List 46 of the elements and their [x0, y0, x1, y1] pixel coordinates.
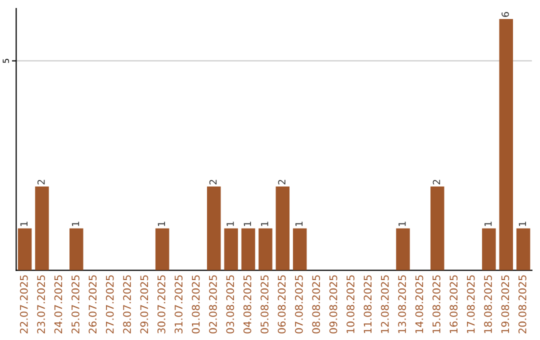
x-tick-label: 16.08.2025 — [450, 275, 458, 333]
x-tick-label: 26.07.2025 — [88, 275, 97, 334]
data-label: 1 — [244, 222, 251, 226]
x-tick-label: 25.07.2025 — [72, 275, 80, 334]
data-label: 1 — [518, 222, 526, 226]
data-label: 2 — [37, 180, 45, 184]
x-tick-label: 28.07.2025 — [123, 275, 131, 334]
x-tick-label: 13.08.2025 — [398, 275, 406, 333]
x-tick-label: 17.08.2025 — [466, 275, 475, 333]
x-tick-label: 08.08.2025 — [312, 275, 320, 334]
x-tick-label: 03.08.2025 — [226, 275, 234, 334]
x-tick-label: 23.07.2025 — [37, 275, 46, 334]
y-tick-label: 5 — [2, 58, 10, 63]
data-label: 2 — [278, 180, 286, 184]
x-tick-label: 07.08.2025 — [294, 275, 303, 334]
x-tick-label: 10.08.2025 — [346, 275, 354, 333]
data-label: 1 — [295, 222, 303, 226]
x-tick-label: 06.08.2025 — [278, 275, 286, 334]
x-tick-label: 02.08.2025 — [209, 275, 217, 334]
x-tick-label: 11.08.2025 — [364, 275, 372, 333]
data-label: 2 — [432, 180, 440, 184]
data-label: 1 — [484, 222, 492, 226]
x-tick-label: 14.08.2025 — [415, 275, 424, 333]
x-tick-label: 31.07.2025 — [174, 275, 183, 334]
data-label: 6 — [502, 12, 509, 17]
data-label: 1 — [398, 222, 406, 226]
data-label: 1 — [72, 222, 80, 226]
x-tick-label: 27.07.2025 — [106, 275, 114, 334]
x-tick-label: 24.07.2025 — [54, 275, 62, 334]
x-tick-label: 22.07.2025 — [20, 275, 28, 334]
x-tick-label: 20.08.2025 — [518, 275, 526, 334]
x-tick-label: 12.08.2025 — [380, 275, 389, 333]
data-label: 2 — [209, 180, 217, 184]
data-label: 1 — [261, 222, 268, 226]
x-tick-label: 04.08.2025 — [243, 275, 252, 334]
x-tick-label: 19.08.2025 — [501, 275, 510, 333]
x-tick-label: 30.07.2025 — [157, 275, 166, 334]
data-label: 1 — [20, 222, 28, 226]
x-tick-label: 18.08.2025 — [484, 275, 492, 333]
x-tick-label: 05.08.2025 — [260, 275, 268, 334]
x-tick-label: 29.07.2025 — [140, 275, 148, 334]
data-label: 1 — [158, 222, 165, 226]
x-tick-label: 09.08.2025 — [329, 275, 338, 334]
data-label: 1 — [226, 222, 234, 226]
x-tick-label: 01.08.2025 — [192, 275, 200, 334]
x-tick-label: 15.08.2025 — [432, 275, 440, 333]
